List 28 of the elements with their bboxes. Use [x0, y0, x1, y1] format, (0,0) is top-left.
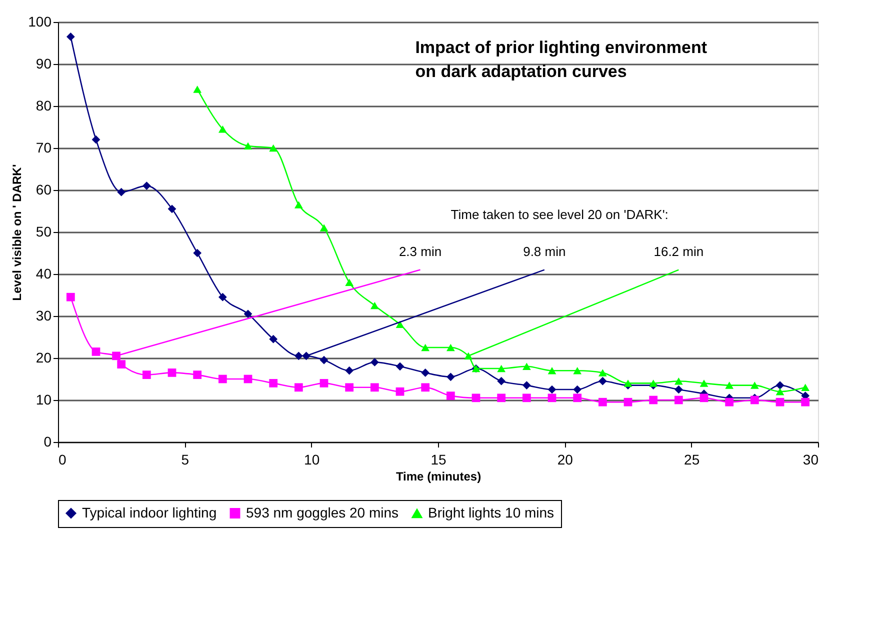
- y-tick-label: 100: [28, 14, 52, 30]
- y-axis-title: Level visible on ' DARK': [10, 164, 24, 301]
- y-tick-label: 20: [36, 350, 52, 366]
- annotation: 2.3 min: [398, 244, 442, 259]
- y-tick-label: 60: [36, 182, 52, 198]
- x-tick-label: 15: [430, 452, 446, 468]
- text: Impact of prior lighting environment on dark adaptation curves: [415, 38, 708, 81]
- y-tick-label: 40: [36, 266, 52, 282]
- x-tick-label: 25: [684, 452, 700, 468]
- legend-label: Bright lights 10 mins: [428, 504, 554, 520]
- y-tick-label: 50: [36, 224, 52, 240]
- y-tick-label: 0: [44, 434, 52, 450]
- x-axis-title: Time (minutes): [396, 470, 482, 484]
- legend-label: 593 nm goggles 20 mins: [246, 504, 399, 520]
- y-tick-label: 80: [36, 98, 52, 114]
- x-tick-label: 0: [58, 452, 66, 468]
- annotation: 9.8 min: [523, 244, 566, 259]
- y-tick-label: 10: [36, 392, 52, 408]
- y-tick-label: 70: [36, 140, 52, 156]
- y-tick-label: 30: [36, 308, 52, 324]
- x-tick-label: 10: [304, 452, 320, 468]
- x-tick-label: 20: [557, 452, 574, 468]
- annotation: 16.2 min: [654, 244, 704, 259]
- y-tick-label: 90: [36, 56, 52, 72]
- legend-label: Typical indoor lighting: [82, 504, 217, 520]
- annotation: Time taken to see level 20 on 'DARK':: [450, 207, 668, 222]
- x-tick-label: 5: [181, 452, 190, 468]
- x-tick-label: 30: [802, 452, 819, 468]
